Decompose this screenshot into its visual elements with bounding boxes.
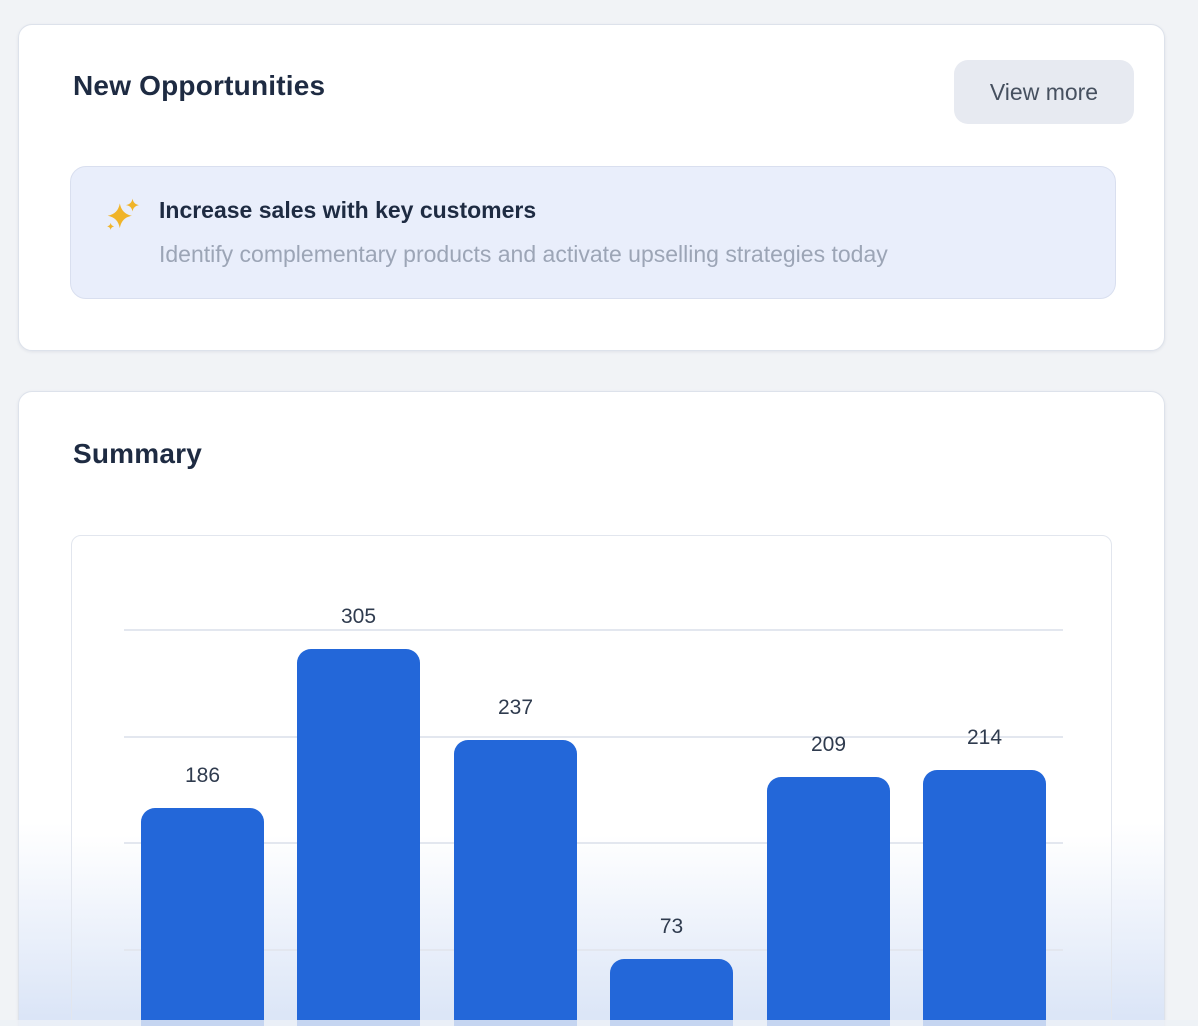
sparkles-icon	[104, 196, 142, 234]
chart-bar[interactable]	[767, 777, 890, 1026]
suggestion-item[interactable]: Increase sales with key customers Identi…	[70, 166, 1116, 299]
chart-bar-value-label: 186	[184, 764, 221, 787]
chart-bar[interactable]	[141, 808, 264, 1026]
chart-bar-value-label: 209	[810, 733, 847, 756]
summary-title: Summary	[73, 438, 203, 469]
bar-chart: 186 305 237 73 209 214	[71, 535, 1112, 1026]
new-opportunities-card: New Opportunities View more Increase sal…	[18, 24, 1165, 351]
summary-card: Summary 186 305 237 73 209 214	[18, 391, 1165, 1026]
chart-bar-value-label: 305	[340, 605, 377, 628]
chart-bar-value-label: 214	[966, 726, 1003, 749]
chart-bar[interactable]	[454, 740, 577, 1026]
chart-gridline	[124, 629, 1063, 631]
chart-bar[interactable]	[923, 770, 1046, 1026]
suggestion-title: Increase sales with key customers	[159, 197, 537, 223]
chart-bar[interactable]	[610, 959, 733, 1026]
chart-gridline	[124, 949, 1063, 951]
chart-gridline	[124, 736, 1063, 738]
suggestion-subtitle: Identify complementary products and acti…	[159, 241, 888, 267]
chart-bar[interactable]	[297, 649, 420, 1026]
chart-bar-value-label: 237	[497, 696, 534, 719]
chart-bar-value-label: 73	[659, 915, 684, 938]
chart-gridline	[124, 842, 1063, 844]
new-opportunities-title: New Opportunities	[73, 70, 326, 101]
view-more-button[interactable]: View more	[954, 60, 1134, 124]
